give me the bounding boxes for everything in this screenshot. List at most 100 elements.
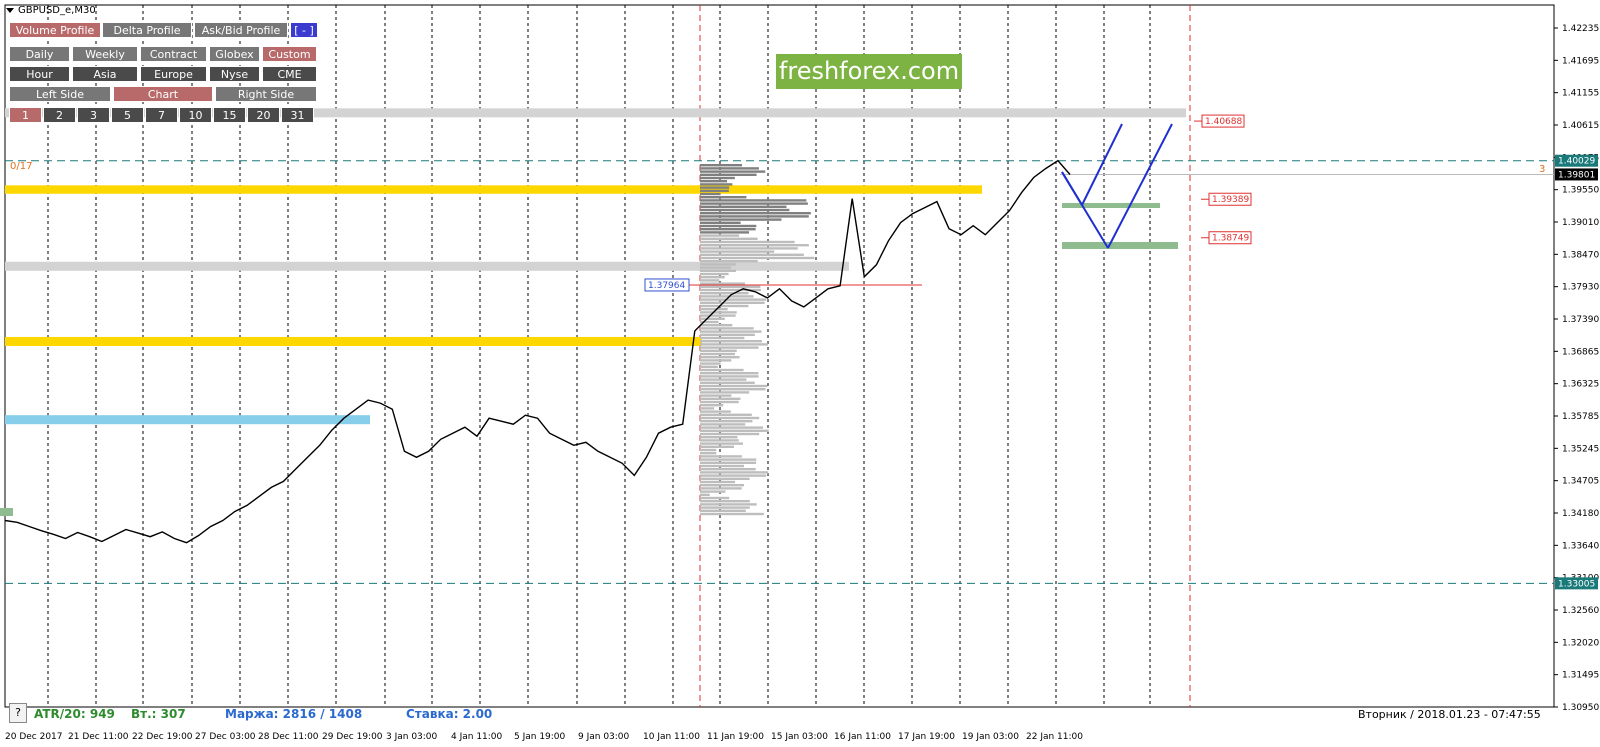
volume-profile-bar — [700, 180, 727, 183]
target-zone-2 — [1062, 242, 1178, 249]
symbol-title[interactable]: GBPUSD_e,M30 — [6, 5, 96, 16]
server-datetime: Вторник / 2018.01.23 - 07:47:55 — [1358, 708, 1541, 721]
toolbar-button-31[interactable]: 31 — [281, 107, 314, 123]
volume-profile-bar — [700, 464, 744, 468]
zone-blue — [5, 415, 370, 425]
toolbar-button-custom[interactable]: Custom — [262, 46, 317, 62]
volume-profile-bar — [700, 292, 749, 295]
freshforex-logo: freshforex.com — [776, 54, 962, 89]
toolbar-button-5[interactable]: 5 — [111, 107, 144, 123]
time-tick-label: 5 Jan 19:00 — [514, 732, 566, 742]
price-tick-label: 1.32560 — [1562, 606, 1599, 616]
volume-profile-bar — [700, 244, 809, 247]
level-top-label: 1.40029 — [1558, 157, 1595, 167]
margin-readout: Маржа: 2816 / 1408 — [225, 707, 363, 721]
toolbar-button-delta-profile[interactable]: Delta Profile — [102, 22, 192, 38]
time-tick-label: 16 Jan 11:00 — [834, 732, 891, 742]
toolbar-button-left-side[interactable]: Left Side — [9, 86, 111, 102]
projection-line — [1107, 123, 1173, 249]
price-tick-label: 1.41695 — [1562, 56, 1599, 66]
time-tick-label: 27 Dec 03:00 — [195, 732, 256, 742]
price-tick-label: 1.42235 — [1562, 24, 1599, 34]
volume-profile-bar — [700, 205, 787, 208]
volume-profile-bar — [700, 432, 760, 436]
toolbar-button-right-side[interactable]: Right Side — [215, 86, 317, 102]
volume-profile-bar — [700, 429, 769, 432]
toolbar-button-asia[interactable]: Asia — [72, 66, 138, 82]
volume-profile-bar — [700, 314, 736, 317]
toolbar-button-15[interactable]: 15 — [213, 107, 246, 123]
toolbar-button-europe[interactable]: Europe — [140, 66, 207, 82]
help-button[interactable]: ? — [9, 703, 27, 723]
poc-label: 1.37964 — [648, 281, 685, 291]
volume-profile-bar — [700, 224, 757, 228]
volume-profile-bar — [700, 413, 752, 416]
toolbar-button-cme[interactable]: CME — [262, 66, 317, 82]
volume-profile-bar — [700, 372, 759, 375]
target-zone-1 — [1062, 203, 1160, 208]
volume-profile-bar — [700, 346, 759, 349]
time-tick-label: 17 Jan 19:00 — [898, 732, 955, 742]
volume-profile-bar — [700, 212, 811, 215]
volume-profile-bar — [700, 509, 746, 512]
toolbar-button-1[interactable]: 1 — [9, 107, 42, 123]
toolbar-button-10[interactable]: 10 — [179, 107, 212, 123]
volume-profile-bar — [700, 442, 743, 445]
volume-profile-bar — [700, 282, 746, 285]
volume-profile-bar — [700, 320, 719, 324]
volume-profile-bar — [700, 304, 749, 308]
volume-profile-bar — [700, 183, 733, 186]
volume-profile-bar — [700, 378, 747, 381]
volume-profile-bar — [700, 487, 742, 490]
toolbar-button-2[interactable]: 2 — [43, 107, 76, 123]
price-tick-label: 1.32020 — [1562, 638, 1599, 648]
toolbar-button-nyse[interactable]: Nyse — [209, 66, 260, 82]
time-tick-label: 3 Jan 03:00 — [386, 732, 438, 742]
toolbar-button-contract[interactable]: Contract — [140, 46, 207, 62]
zone-yellow-top — [5, 185, 982, 194]
volume-profile-bar — [700, 208, 790, 212]
volume-profile-bar — [700, 301, 765, 304]
toolbar-button-volume-profile[interactable]: Volume Profile — [9, 22, 101, 38]
volume-profile-bar — [700, 263, 736, 266]
volume-profile-bar — [700, 503, 757, 506]
volume-profile-bar — [700, 186, 730, 189]
time-tick-label: 9 Jan 03:00 — [578, 732, 630, 742]
volume-profile-bar — [700, 426, 764, 429]
volume-profile-bar — [700, 164, 742, 167]
volume-profile-bar — [700, 388, 766, 391]
volume-profile-bar — [700, 176, 735, 180]
volume-profile-bar — [700, 260, 758, 263]
toolbar-button-20[interactable]: 20 — [247, 107, 280, 123]
toolbar-button-globex[interactable]: Globex — [209, 46, 260, 62]
toolbar-button-ask-bid-profile[interactable]: Ask/Bid Profile — [194, 22, 288, 38]
price-tick-label: 1.30950 — [1562, 703, 1599, 713]
volume-profile-bar — [700, 189, 729, 192]
toolbar-button-3[interactable]: 3 — [77, 107, 110, 123]
toolbar-button-[interactable]: [ - ] — [290, 22, 318, 38]
toolbar-button-weekly[interactable]: Weekly — [72, 46, 138, 62]
toolbar-button-daily[interactable]: Daily — [9, 46, 70, 62]
target-label-2: 1.39389 — [1212, 195, 1249, 205]
toolbar-button-7[interactable]: 7 — [145, 107, 178, 123]
price-tick-label: 1.35245 — [1562, 444, 1599, 454]
volume-profile-bar — [700, 448, 717, 452]
volume-profile-bar — [700, 400, 739, 404]
volume-profile-bar — [700, 167, 759, 170]
volume-profile-bar — [700, 343, 768, 346]
zone-gray-top — [5, 108, 1186, 118]
volume-profile-bar — [700, 336, 745, 340]
volume-profile-bar — [700, 308, 728, 311]
volume-profile-bar — [700, 359, 732, 362]
toolbar-button-hour[interactable]: Hour — [9, 66, 70, 82]
volume-profile-bar — [700, 484, 745, 487]
volume-profile-bar — [700, 375, 759, 378]
dropdown-icon[interactable] — [6, 7, 14, 13]
toolbar-button-chart[interactable]: Chart — [113, 86, 213, 102]
volume-profile-bar — [700, 285, 761, 288]
time-tick-label: 19 Jan 03:00 — [962, 732, 1019, 742]
target-label-1: 1.40688 — [1205, 117, 1242, 127]
price-tick-label: 1.35785 — [1562, 412, 1599, 422]
volume-profile-bar — [700, 356, 740, 359]
